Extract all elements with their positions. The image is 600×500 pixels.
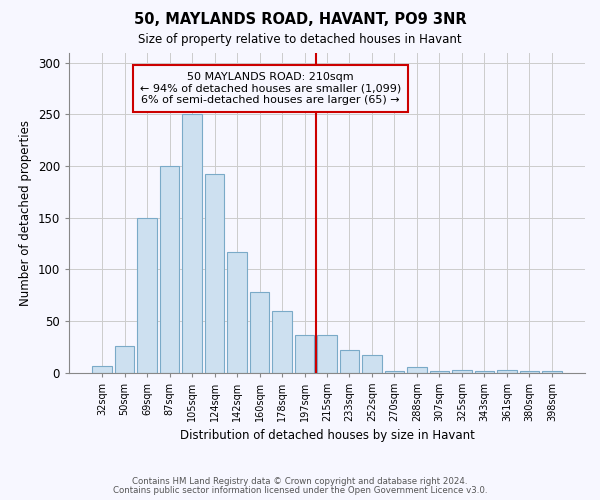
Text: Size of property relative to detached houses in Havant: Size of property relative to detached ho…	[138, 32, 462, 46]
Text: Contains HM Land Registry data © Crown copyright and database right 2024.: Contains HM Land Registry data © Crown c…	[132, 477, 468, 486]
Bar	[137, 218, 157, 372]
Bar	[317, 336, 337, 372]
Bar	[272, 310, 292, 372]
Bar	[362, 355, 382, 372]
Bar	[340, 350, 359, 372]
Bar	[115, 346, 134, 372]
Text: 50 MAYLANDS ROAD: 210sqm
← 94% of detached houses are smaller (1,099)
6% of semi: 50 MAYLANDS ROAD: 210sqm ← 94% of detach…	[140, 72, 401, 105]
Bar	[295, 336, 314, 372]
X-axis label: Distribution of detached houses by size in Havant: Distribution of detached houses by size …	[179, 430, 475, 442]
Bar	[160, 166, 179, 372]
Bar	[250, 292, 269, 372]
Y-axis label: Number of detached properties: Number of detached properties	[19, 120, 32, 306]
Bar	[182, 114, 202, 372]
Bar	[497, 370, 517, 372]
Text: Contains public sector information licensed under the Open Government Licence v3: Contains public sector information licen…	[113, 486, 487, 495]
Bar	[452, 370, 472, 372]
Bar	[407, 368, 427, 372]
Bar	[92, 366, 112, 372]
Bar	[227, 252, 247, 372]
Bar	[205, 174, 224, 372]
Text: 50, MAYLANDS ROAD, HAVANT, PO9 3NR: 50, MAYLANDS ROAD, HAVANT, PO9 3NR	[134, 12, 466, 28]
